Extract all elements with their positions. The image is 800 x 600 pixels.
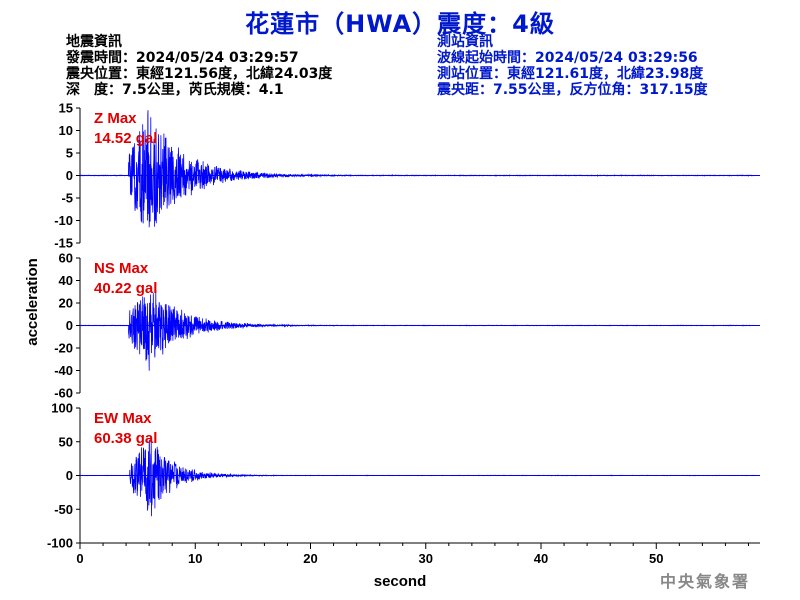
max-label-value: 60.38 gal xyxy=(94,430,157,447)
x-tick: 30 xyxy=(419,543,433,566)
y-tick-label: 0 xyxy=(66,318,73,333)
y-tick-label: 0 xyxy=(66,468,73,483)
panel-ns: -60 -40 -20 0 20 40 60 NS Max 40.22 gal xyxy=(54,251,760,401)
x-tick-label: 30 xyxy=(419,551,433,566)
y-tick: -5 xyxy=(61,191,80,206)
x-tick-label: 10 xyxy=(188,551,202,566)
y-tick-label: 20 xyxy=(59,296,73,311)
depth-magnitude: 深 度：7.5公里，芮氏規模：4.1 xyxy=(66,82,284,98)
agency-watermark: 中央氣象署 xyxy=(659,572,750,591)
y-tick-label: 50 xyxy=(59,434,73,449)
station-location: 測站位置：東經121.61度，北緯23.98度 xyxy=(437,66,704,82)
epicenter-location: 震央位置：東經121.56度，北緯24.03度 xyxy=(66,66,333,82)
y-tick-label: -15 xyxy=(54,236,73,251)
y-tick: -10 xyxy=(54,213,80,228)
y-tick: 5 xyxy=(66,146,80,161)
max-label-value: 40.22 gal xyxy=(94,280,157,297)
quake-info-block: 地震資訊 發震時間：2024/05/24 03:29:57 震央位置：東經121… xyxy=(66,34,332,98)
x-tick-label: 50 xyxy=(649,551,663,566)
y-tick: -15 xyxy=(54,236,80,251)
y-tick: 0 xyxy=(66,168,80,183)
waveform-ew xyxy=(79,439,755,517)
x-tick-label: 20 xyxy=(303,551,317,566)
y-tick-label: -40 xyxy=(54,363,73,378)
x-axis-title: second xyxy=(374,573,427,590)
x-axis: 0 10 20 30 40 50 xyxy=(76,542,760,566)
wave-start-time: 波線起始時間：2024/05/24 03:29:56 xyxy=(437,50,698,66)
y-tick-label: 0 xyxy=(66,168,73,183)
y-tick-label: 100 xyxy=(51,401,73,416)
y-tick: 0 xyxy=(66,318,80,333)
y-tick-label: 10 xyxy=(59,123,73,138)
x-tick: 10 xyxy=(188,543,202,566)
y-tick: 10 xyxy=(59,123,80,138)
origin-time: 發震時間：2024/05/24 03:29:57 xyxy=(66,50,299,66)
station-info-block: 測站資訊 波線起始時間：2024/05/24 03:29:56 測站位置：東經1… xyxy=(437,34,708,98)
max-label-name: EW Max xyxy=(94,410,152,427)
y-tick-label: -5 xyxy=(61,191,73,206)
quake-info-heading: 地震資訊 xyxy=(66,34,122,50)
y-tick-label: -20 xyxy=(54,341,73,356)
station-info-heading: 測站資訊 xyxy=(437,34,493,50)
chart-title: 花蓮市（HWA）震度：4級 xyxy=(245,10,555,38)
y-tick: 15 xyxy=(59,101,80,116)
y-tick-label: -50 xyxy=(54,502,73,517)
y-tick-label: -60 xyxy=(54,386,73,401)
y-tick: -100 xyxy=(47,536,80,551)
x-tick: 20 xyxy=(303,543,318,566)
y-tick: -40 xyxy=(54,363,80,378)
y-tick-label: 15 xyxy=(59,101,73,116)
x-tick: 40 xyxy=(534,543,548,566)
y-tick-label: -10 xyxy=(54,213,73,228)
waveform-ns xyxy=(79,290,755,371)
y-tick: 20 xyxy=(59,296,80,311)
x-tick: 50 xyxy=(649,543,664,566)
epicentral-distance: 震央距：7.55公里，反方位角：317.15度 xyxy=(437,82,708,98)
y-tick: 50 xyxy=(59,434,80,449)
x-tick: 0 xyxy=(76,543,84,566)
y-tick-label: 60 xyxy=(59,251,73,266)
y-tick-label: -100 xyxy=(47,536,73,551)
y-tick: 100 xyxy=(51,401,80,416)
x-tick-label: 40 xyxy=(534,551,548,566)
y-tick: 0 xyxy=(66,468,80,483)
max-label-name: NS Max xyxy=(94,260,149,277)
y-tick-label: 5 xyxy=(66,146,73,161)
max-label-value: 14.52 gal xyxy=(94,130,157,147)
y-tick: -50 xyxy=(54,502,80,517)
y-tick: 40 xyxy=(59,273,80,288)
y-axis-title: acceleration xyxy=(24,258,41,346)
panel-ew: -100 -50 0 50 100 EW Max 60.38 gal xyxy=(47,401,760,551)
y-tick-label: 40 xyxy=(59,273,73,288)
waveform-z xyxy=(79,110,755,228)
y-tick: -20 xyxy=(54,341,80,356)
max-label-name: Z Max xyxy=(94,110,137,127)
panel-z: -15 -10 -5 0 5 10 15 Z Max 14.52 gal xyxy=(54,101,760,251)
y-tick: -60 xyxy=(54,386,80,401)
x-tick-label: 0 xyxy=(76,551,83,566)
y-tick: 60 xyxy=(59,251,80,266)
